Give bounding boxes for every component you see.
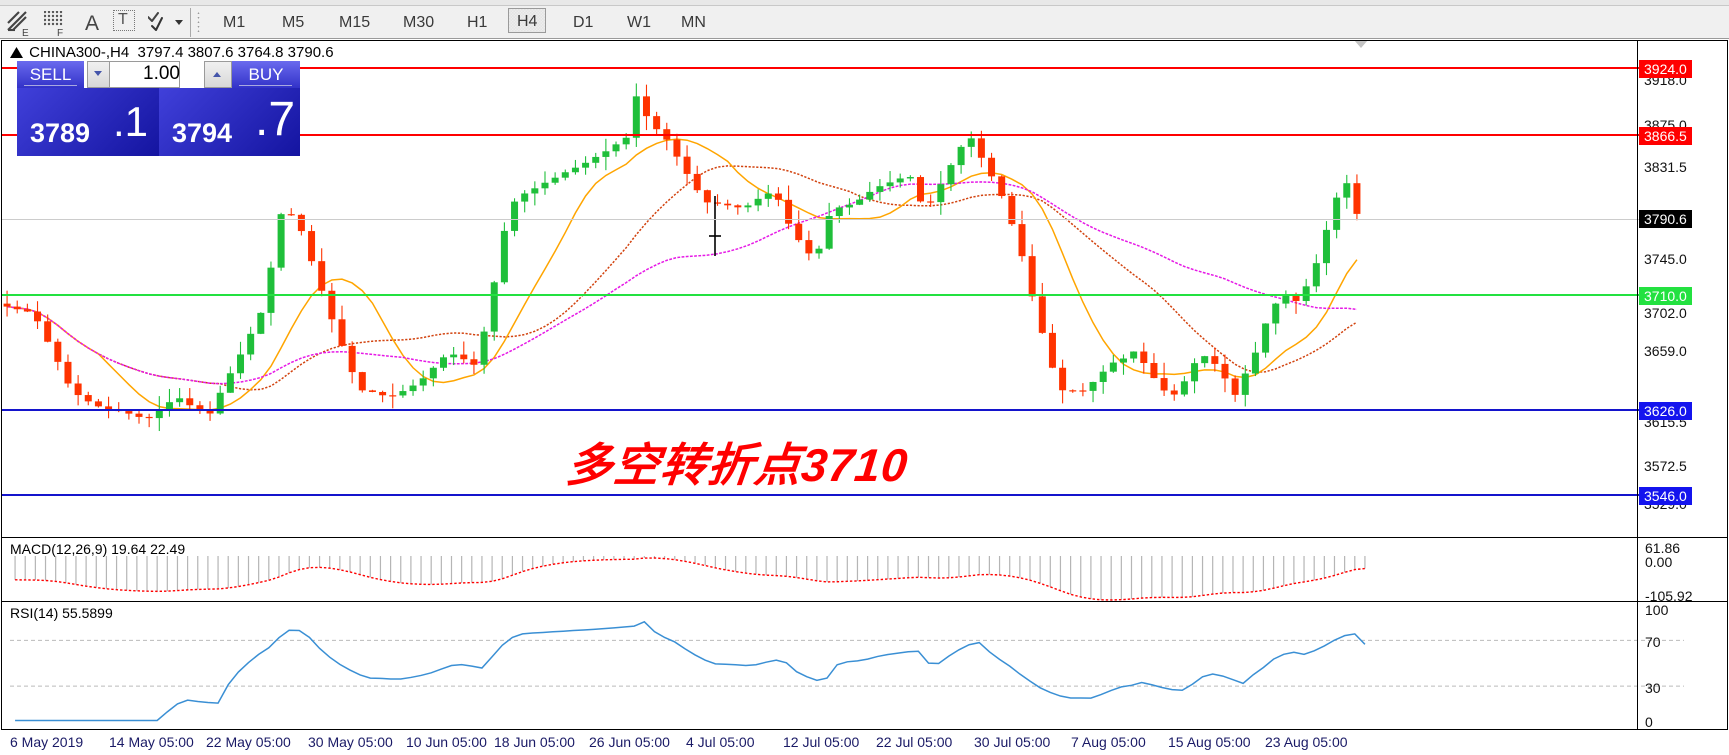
- svg-text:F: F: [57, 28, 63, 37]
- svg-text:E: E: [22, 28, 29, 37]
